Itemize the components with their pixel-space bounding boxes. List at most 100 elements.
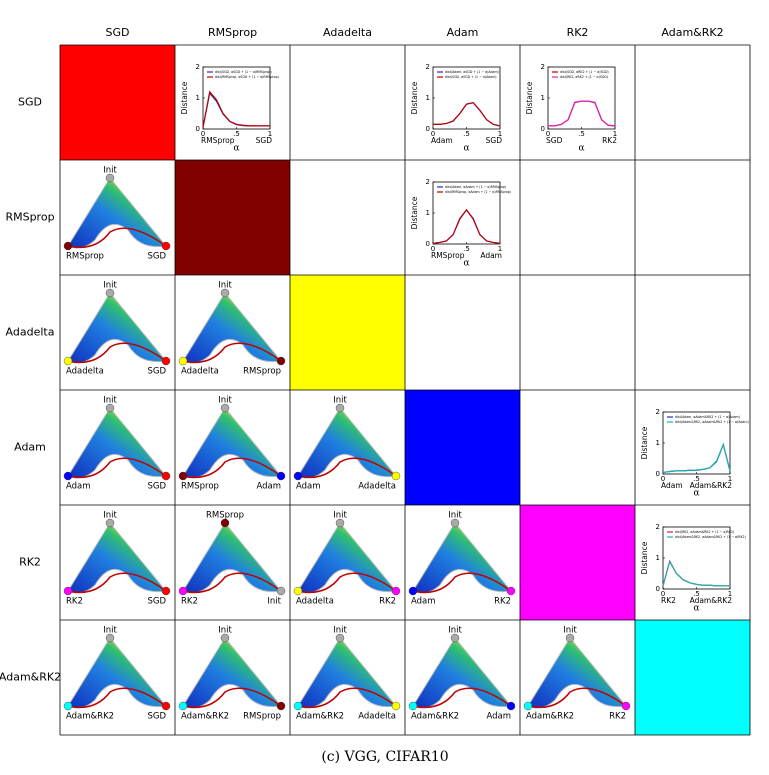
loss-surface [67, 292, 167, 364]
loss-surface [182, 407, 282, 479]
y-tick-label: 1 [656, 439, 660, 447]
endpoint-label: Init [103, 396, 117, 406]
endpoint-label: Init [218, 281, 232, 291]
endpoint-label: Adam [66, 482, 91, 492]
x-axis-label: α [693, 604, 699, 614]
y-tick-label: 2 [426, 63, 430, 71]
y-tick-label: 2 [656, 408, 660, 416]
curve [662, 559, 730, 587]
endpoint-ball [161, 356, 171, 366]
endpoint-label: Adadelta [358, 712, 396, 722]
endpoint-ball [335, 518, 345, 528]
legend-label: dist(SGD, αRK2 + (1 − α)SGD) [560, 70, 609, 74]
endpoint-ball [63, 241, 73, 251]
surface-edge [412, 687, 512, 709]
endpoint-label: Adam [296, 482, 321, 492]
legend-label: dist(RK2, αRK2 + (1 − α)SGD) [560, 75, 608, 79]
y-tick-label: 0 [196, 125, 200, 133]
endpoint-label: Init [218, 626, 232, 636]
endpoint-ball [293, 586, 303, 596]
endpoint-ball [391, 701, 401, 711]
y-tick-label: 1 [426, 209, 430, 217]
cell [520, 505, 635, 620]
column-header: Adadelta [323, 26, 372, 39]
x-axis-label: α [693, 489, 699, 499]
x-tick-label: 1 [498, 130, 502, 138]
left-endpoint-label: RMSprop [201, 136, 235, 145]
x-tick-label: 0 [661, 590, 665, 598]
right-endpoint-label: RK2 [602, 136, 617, 145]
y-tick-label: 0 [541, 125, 545, 133]
y-tick-label: 0 [656, 470, 660, 478]
endpoint-label: Init [103, 281, 117, 291]
endpoint-ball [161, 701, 171, 711]
endpoint-label: Adam [411, 597, 436, 607]
endpoint-ball [220, 403, 230, 413]
cell: Init Adam SGD [63, 396, 171, 492]
endpoint-ball [276, 586, 286, 596]
endpoint-ball [293, 701, 303, 711]
surface-edge [67, 687, 167, 709]
endpoint-label: SGD [147, 597, 166, 607]
endpoint-label: RMSprop [243, 712, 281, 722]
diagonal-swatch [175, 160, 290, 275]
endpoint-ball [335, 633, 345, 643]
curve [433, 101, 501, 127]
diagonal-swatch [405, 390, 520, 505]
surface-edge [67, 227, 167, 249]
endpoint-ball [450, 633, 460, 643]
surface-edge [527, 687, 627, 709]
y-tick-label: 0 [656, 585, 660, 593]
loss-surface [67, 637, 167, 709]
y-tick-label: 2 [656, 523, 660, 531]
y-tick-label: 0 [426, 125, 430, 133]
y-tick-label: 1 [196, 94, 200, 102]
endpoint-label: Adam&RK2 [296, 712, 344, 722]
endpoint-label: RK2 [66, 597, 83, 607]
cell: Init Adadelta SGD [63, 281, 171, 377]
y-tick-label: 2 [426, 178, 430, 186]
left-endpoint-label: RMSprop [431, 251, 465, 260]
endpoint-label: RMSprop [243, 367, 281, 377]
x-tick-label: 0 [431, 130, 435, 138]
surface-edge [67, 342, 167, 364]
row-header: Adadelta [6, 326, 55, 339]
row-header: RK2 [19, 556, 41, 569]
legend-label: dist(Adam&RK2, αAdam&RK2 + (1 − α)RK2) [675, 535, 746, 539]
endpoint-ball [161, 241, 171, 251]
endpoint-label: Adadelta [358, 482, 396, 492]
y-tick-label: 1 [656, 554, 660, 562]
endpoint-label: Init [563, 626, 577, 636]
loss-surface [297, 522, 397, 594]
cell: Init Adam&RK2 SGD [63, 626, 171, 722]
legend-label: dist(Adam, αAdam + (1 − α)RMSprop) [445, 185, 506, 189]
x-tick-label: 1 [728, 590, 732, 598]
endpoint-label: Adam [486, 712, 511, 722]
endpoint-label: Adadelta [296, 597, 334, 607]
cell: Init Adadelta RMSprop [178, 281, 286, 377]
surface-edge [297, 687, 397, 709]
left-endpoint-label: Adam [431, 136, 453, 145]
endpoint-ball [161, 471, 171, 481]
y-axis-label: Distance [410, 81, 419, 114]
x-tick-label: 0 [661, 475, 665, 483]
x-axis-label: α [463, 144, 469, 154]
endpoint-label: Init [448, 626, 462, 636]
row-header: RMSprop [5, 211, 54, 224]
endpoint-label: Init [448, 511, 462, 521]
cell [635, 620, 750, 735]
endpoint-ball [178, 356, 188, 366]
x-axis-label: α [463, 259, 469, 269]
endpoint-ball [220, 288, 230, 298]
right-endpoint-label: Adam [480, 251, 502, 260]
surface-edge [412, 572, 512, 594]
left-endpoint-label: SGD [546, 136, 563, 145]
endpoint-ball [105, 633, 115, 643]
endpoint-ball [63, 586, 73, 596]
loss-surface [297, 407, 397, 479]
endpoint-label: Init [103, 626, 117, 636]
curve [662, 560, 730, 587]
endpoint-label: Init [218, 396, 232, 406]
endpoint-ball [220, 518, 230, 528]
